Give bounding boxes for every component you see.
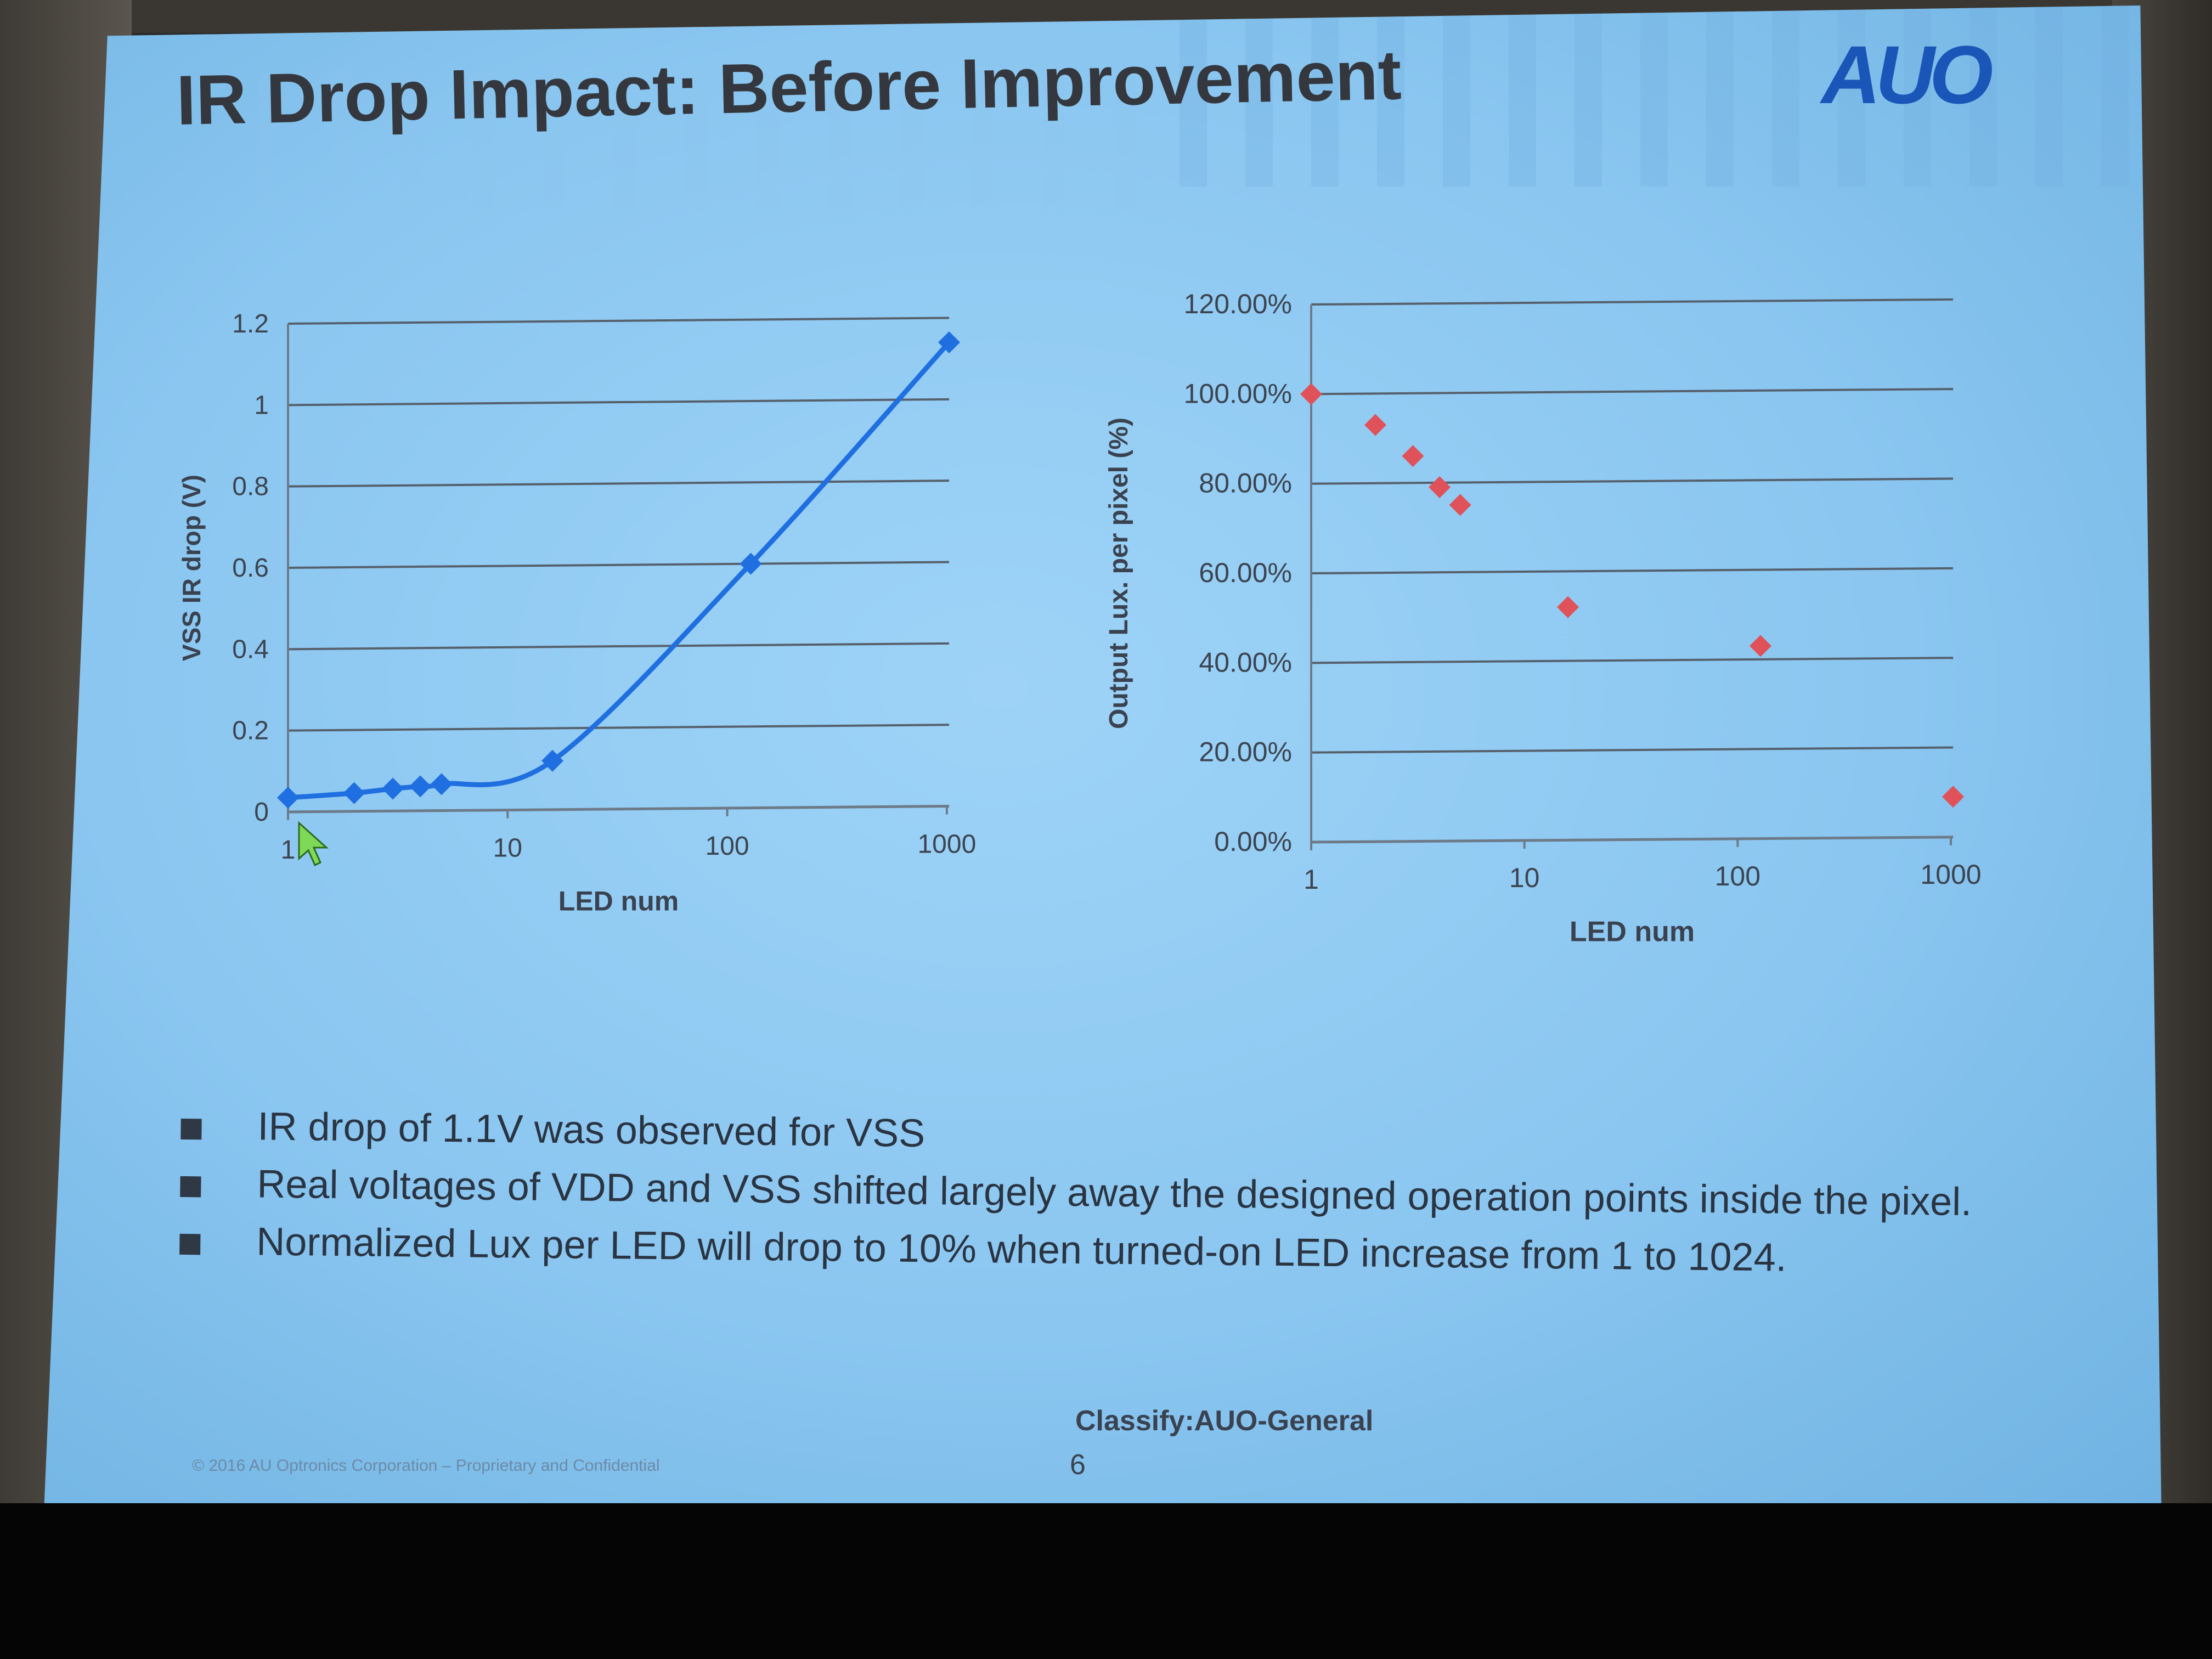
data-point-marker: [1364, 414, 1386, 436]
data-point-marker: [1750, 635, 1771, 657]
data-point-marker: [740, 552, 762, 575]
gridline: [1311, 298, 1954, 306]
x-axis-label: LED num: [558, 886, 679, 917]
x-axis-label: LED num: [1570, 916, 1695, 947]
y-tick-label: 0.6: [232, 554, 269, 583]
data-point-marker: [541, 749, 563, 772]
y-tick-label: 20.00%: [1199, 737, 1292, 768]
y-tick-label: 1: [254, 391, 269, 420]
data-point-marker: [1449, 494, 1471, 516]
data-point-marker: [1557, 596, 1579, 618]
data-point-marker: [1402, 445, 1424, 467]
gridline: [287, 317, 950, 325]
data-point-marker: [343, 782, 365, 804]
classification-label: Classify:AUO-General: [1075, 1405, 1374, 1437]
gridline: [287, 642, 950, 651]
gridline: [287, 398, 950, 407]
y-axis-label: VSS IR drop (V): [177, 475, 206, 661]
data-point-marker: [1300, 383, 1322, 405]
x-tick-label: 10: [1509, 862, 1540, 893]
slide-header-pattern: [1141, 5, 2162, 187]
company-logo: AUO: [1821, 29, 1993, 121]
series-line: [287, 340, 951, 800]
y-tick-label: 0.4: [232, 635, 269, 664]
y-tick-label: 1.2: [232, 309, 269, 338]
gridline: [1311, 746, 1954, 754]
y-tick-label: 60.00%: [1199, 557, 1292, 588]
y-tick-label: 0.00%: [1214, 826, 1292, 857]
copyright-note: © 2016 AU Optronics Corporation – Propri…: [192, 1457, 660, 1475]
slide-header-pattern-faint: [208, 71, 1141, 208]
y-tick-label: 80.00%: [1199, 468, 1292, 499]
y-tick-label: 0.2: [232, 716, 269, 746]
x-tick-label: 1: [281, 836, 296, 865]
x-tick-label: 100: [706, 832, 749, 861]
data-point-marker: [938, 331, 960, 353]
room-floor-dark: [0, 1503, 2212, 1659]
mouse-cursor-icon: [298, 821, 329, 867]
y-tick-label: 100.00%: [1184, 378, 1292, 409]
data-point-marker: [430, 773, 453, 795]
gridline: [1311, 567, 1954, 574]
gridline: [287, 724, 950, 732]
y-tick-label: 0: [254, 798, 269, 827]
y-axis-label: Output Lux. per pixel (%): [1104, 417, 1133, 729]
gridline: [287, 561, 950, 569]
x-tick-label: 1000: [1920, 859, 1981, 890]
x-tick-label: 10: [493, 834, 522, 863]
y-tick-label: 120.00%: [1184, 289, 1292, 319]
gridline: [1311, 388, 1954, 396]
y-tick-label: 40.00%: [1199, 647, 1292, 678]
x-tick-label: 1000: [917, 830, 976, 859]
data-point-marker: [1429, 476, 1451, 498]
data-point-marker: [381, 777, 404, 800]
y-tick-label: 0.8: [232, 472, 269, 501]
x-axis-line: [287, 804, 950, 814]
x-tick-label: 1: [1304, 864, 1319, 895]
gridline: [287, 479, 950, 488]
projected-slide: IR Drop Impact: Before Improvement AUO I…: [44, 5, 2162, 1520]
data-point-marker: [277, 787, 299, 809]
gridline: [1311, 657, 1954, 664]
data-point-marker: [1942, 786, 1964, 808]
x-axis-line: [1311, 836, 1954, 844]
data-point-marker: [409, 775, 431, 798]
x-tick-label: 100: [1715, 861, 1760, 891]
page-number: 6: [1070, 1449, 1086, 1481]
gridline: [1311, 477, 1954, 485]
